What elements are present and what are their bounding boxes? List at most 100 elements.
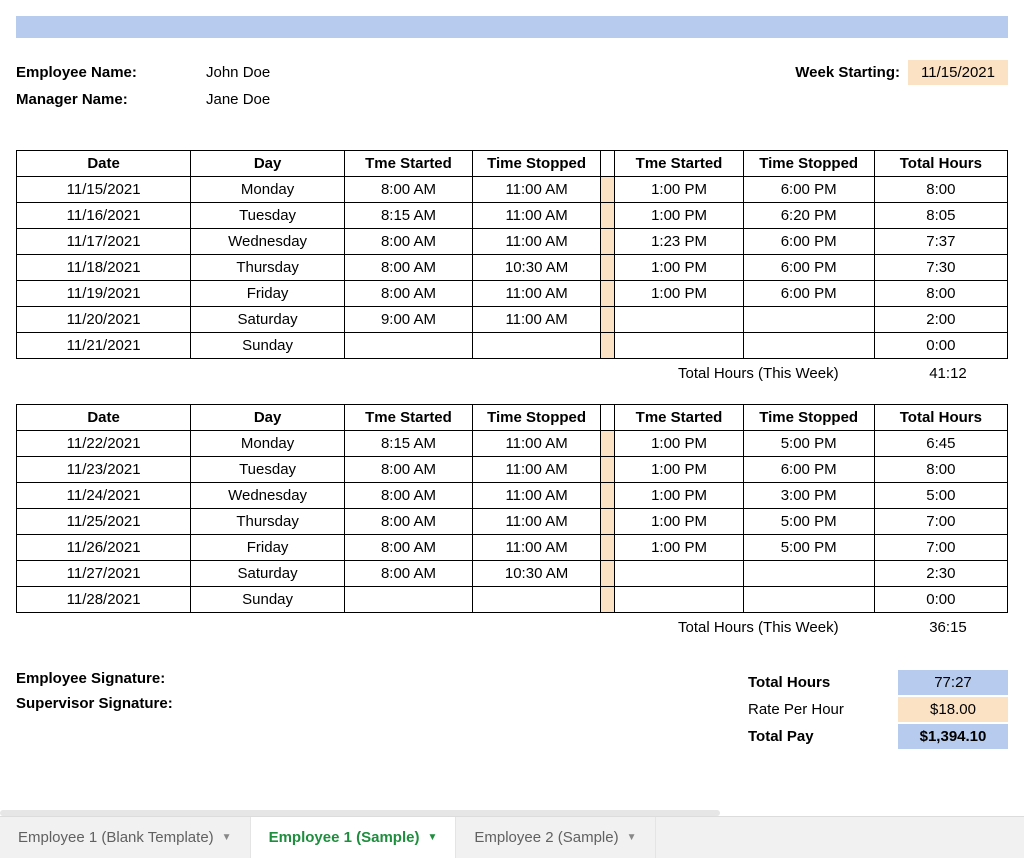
table-row[interactable]: 11/20/2021Saturday9:00 AM11:00 AM2:00 bbox=[17, 307, 1008, 333]
cell-stop1[interactable]: 11:00 AM bbox=[473, 431, 601, 457]
table-row[interactable]: 11/22/2021Monday8:15 AM11:00 AM1:00 PM5:… bbox=[17, 431, 1008, 457]
cell-day[interactable]: Sunday bbox=[191, 587, 345, 613]
cell-start2[interactable] bbox=[615, 587, 743, 613]
cell-start2[interactable]: 1:00 PM bbox=[615, 535, 743, 561]
cell-total[interactable]: 7:00 bbox=[874, 509, 1007, 535]
cell-total[interactable]: 0:00 bbox=[874, 333, 1007, 359]
cell-start1[interactable]: 8:00 AM bbox=[344, 509, 472, 535]
table-row[interactable]: 11/18/2021Thursday8:00 AM10:30 AM1:00 PM… bbox=[17, 255, 1008, 281]
cell-day[interactable]: Saturday bbox=[191, 561, 345, 587]
cell-start1[interactable]: 8:15 AM bbox=[344, 203, 472, 229]
cell-total[interactable]: 2:00 bbox=[874, 307, 1007, 333]
cell-day[interactable]: Friday bbox=[191, 281, 345, 307]
cell-start2[interactable]: 1:00 PM bbox=[615, 203, 743, 229]
chevron-down-icon[interactable]: ▼ bbox=[222, 832, 232, 843]
cell-stop2[interactable]: 6:00 PM bbox=[743, 177, 874, 203]
cell-start2[interactable] bbox=[615, 561, 743, 587]
cell-date[interactable]: 11/22/2021 bbox=[17, 431, 191, 457]
cell-stop2[interactable]: 6:00 PM bbox=[743, 255, 874, 281]
cell-start2[interactable]: 1:00 PM bbox=[615, 255, 743, 281]
cell-stop2[interactable]: 3:00 PM bbox=[743, 483, 874, 509]
cell-stop2[interactable]: 5:00 PM bbox=[743, 431, 874, 457]
cell-date[interactable]: 11/26/2021 bbox=[17, 535, 191, 561]
table-row[interactable]: 11/19/2021Friday8:00 AM11:00 AM1:00 PM6:… bbox=[17, 281, 1008, 307]
cell-start2[interactable]: 1:23 PM bbox=[615, 229, 743, 255]
cell-stop1[interactable]: 11:00 AM bbox=[473, 535, 601, 561]
cell-total[interactable]: 8:00 bbox=[874, 457, 1007, 483]
cell-stop1[interactable]: 11:00 AM bbox=[473, 229, 601, 255]
cell-date[interactable]: 11/25/2021 bbox=[17, 509, 191, 535]
cell-day[interactable]: Monday bbox=[191, 177, 345, 203]
cell-start1[interactable]: 8:00 AM bbox=[344, 457, 472, 483]
sheet-tab[interactable]: Employee 1 (Blank Template)▼ bbox=[0, 817, 251, 858]
cell-total[interactable]: 7:00 bbox=[874, 535, 1007, 561]
cell-total[interactable]: 8:00 bbox=[874, 281, 1007, 307]
cell-date[interactable]: 11/19/2021 bbox=[17, 281, 191, 307]
cell-start1[interactable] bbox=[344, 333, 472, 359]
cell-date[interactable]: 11/23/2021 bbox=[17, 457, 191, 483]
cell-date[interactable]: 11/21/2021 bbox=[17, 333, 191, 359]
table-row[interactable]: 11/17/2021Wednesday8:00 AM11:00 AM 1:23 P… bbox=[17, 229, 1008, 255]
cell-start2[interactable] bbox=[615, 333, 743, 359]
cell-start1[interactable]: 8:00 AM bbox=[344, 535, 472, 561]
cell-start1[interactable]: 8:00 AM bbox=[344, 255, 472, 281]
cell-start1[interactable]: 9:00 AM bbox=[344, 307, 472, 333]
cell-stop1[interactable] bbox=[473, 333, 601, 359]
table-row[interactable]: 11/16/2021Tuesday8:15 AM11:00 AM1:00 PM6… bbox=[17, 203, 1008, 229]
table-row[interactable]: 11/24/2021Wednesday8:00 AM11:00 AM1:00 P… bbox=[17, 483, 1008, 509]
cell-date[interactable]: 11/17/2021 bbox=[17, 229, 191, 255]
table-row[interactable]: 11/28/2021Sunday 0:00 bbox=[17, 587, 1008, 613]
cell-total[interactable]: 7:30 bbox=[874, 255, 1007, 281]
cell-start1[interactable] bbox=[344, 587, 472, 613]
cell-total[interactable]: 7:37 bbox=[874, 229, 1007, 255]
cell-stop2[interactable]: 6:00 PM bbox=[743, 229, 874, 255]
cell-stop2[interactable]: 5:00 PM bbox=[743, 535, 874, 561]
cell-start1[interactable]: 8:00 AM bbox=[344, 281, 472, 307]
cell-day[interactable]: Friday bbox=[191, 535, 345, 561]
cell-day[interactable]: Saturday bbox=[191, 307, 345, 333]
cell-total[interactable]: 2:30 bbox=[874, 561, 1007, 587]
cell-start2[interactable]: 1:00 PM bbox=[615, 483, 743, 509]
cell-total[interactable]: 8:00 bbox=[874, 177, 1007, 203]
cell-stop2[interactable] bbox=[743, 307, 874, 333]
cell-stop2[interactable]: 5:00 PM bbox=[743, 509, 874, 535]
cell-stop1[interactable]: 11:00 AM bbox=[473, 177, 601, 203]
cell-total[interactable]: 5:00 bbox=[874, 483, 1007, 509]
cell-start1[interactable]: 8:00 AM bbox=[344, 229, 472, 255]
cell-day[interactable]: Wednesday bbox=[191, 483, 345, 509]
cell-start2[interactable]: 1:00 PM bbox=[615, 281, 743, 307]
chevron-down-icon[interactable]: ▼ bbox=[627, 832, 637, 843]
cell-total[interactable]: 0:00 bbox=[874, 587, 1007, 613]
cell-date[interactable]: 11/20/2021 bbox=[17, 307, 191, 333]
cell-date[interactable]: 11/24/2021 bbox=[17, 483, 191, 509]
cell-stop1[interactable]: 11:00 AM bbox=[473, 509, 601, 535]
cell-stop1[interactable] bbox=[473, 587, 601, 613]
cell-stop2[interactable] bbox=[743, 561, 874, 587]
cell-stop2[interactable] bbox=[743, 333, 874, 359]
cell-stop1[interactable]: 10:30 AM bbox=[473, 561, 601, 587]
cell-date[interactable]: 11/28/2021 bbox=[17, 587, 191, 613]
cell-stop2[interactable]: 6:20 PM bbox=[743, 203, 874, 229]
cell-start1[interactable]: 8:00 AM bbox=[344, 177, 472, 203]
cell-start2[interactable] bbox=[615, 307, 743, 333]
cell-start1[interactable]: 8:15 AM bbox=[344, 431, 472, 457]
table-row[interactable]: 11/27/2021Saturday8:00 AM10:30 AM2:30 bbox=[17, 561, 1008, 587]
cell-start1[interactable]: 8:00 AM bbox=[344, 561, 472, 587]
table-row[interactable]: 11/21/2021Sunday 0:00 bbox=[17, 333, 1008, 359]
chevron-down-icon[interactable]: ▼ bbox=[427, 832, 437, 843]
cell-stop2[interactable]: 6:00 PM bbox=[743, 281, 874, 307]
cell-date[interactable]: 11/18/2021 bbox=[17, 255, 191, 281]
cell-day[interactable]: Wednesday bbox=[191, 229, 345, 255]
cell-stop2[interactable]: 6:00 PM bbox=[743, 457, 874, 483]
cell-day[interactable]: Monday bbox=[191, 431, 345, 457]
cell-start2[interactable]: 1:00 PM bbox=[615, 457, 743, 483]
cell-total[interactable]: 8:05 bbox=[874, 203, 1007, 229]
cell-day[interactable]: Thursday bbox=[191, 255, 345, 281]
cell-total[interactable]: 6:45 bbox=[874, 431, 1007, 457]
cell-stop1[interactable]: 11:00 AM bbox=[473, 203, 601, 229]
cell-start1[interactable]: 8:00 AM bbox=[344, 483, 472, 509]
table-row[interactable]: 11/25/2021Thursday8:00 AM11:00 AM1:00 PM… bbox=[17, 509, 1008, 535]
cell-day[interactable]: Sunday bbox=[191, 333, 345, 359]
cell-start2[interactable]: 1:00 PM bbox=[615, 177, 743, 203]
cell-date[interactable]: 11/15/2021 bbox=[17, 177, 191, 203]
